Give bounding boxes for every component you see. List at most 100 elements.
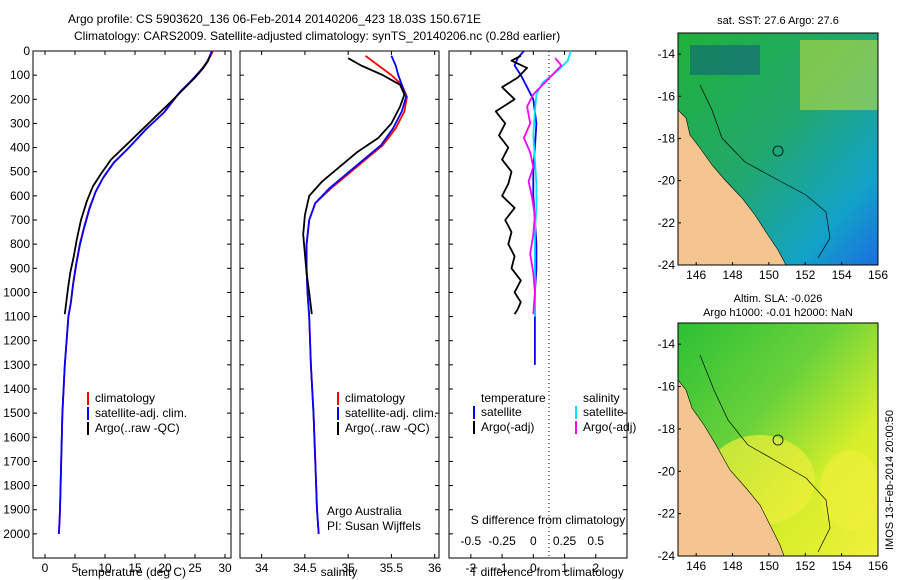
x-tick-label: 34 xyxy=(255,561,269,575)
s-difference-axis-label: S difference from climatology xyxy=(471,513,626,527)
lon-tick-label: 154 xyxy=(832,268,852,282)
salinity-series xyxy=(302,55,408,534)
temperature-series xyxy=(57,51,214,534)
depth-tick-label: 1100 xyxy=(4,310,30,324)
temperature-panel: 0100200300400500600700800900100011001200… xyxy=(3,44,232,579)
x-tick-label: 35 xyxy=(341,561,355,575)
t-difference-axis-label: T difference from climatology xyxy=(470,565,624,579)
lon-tick-label: 146 xyxy=(686,559,706,573)
legend-header-temperature: temperature xyxy=(481,391,546,405)
header-line-2: Climatology: CARS2009. Satellite-adjuste… xyxy=(74,29,560,43)
depth-tick-label: 700 xyxy=(10,213,30,227)
x-tick-label: 15 xyxy=(128,561,142,575)
series-line-satellite-adj-clim- xyxy=(305,55,408,534)
temperature-plot-frame xyxy=(32,50,232,559)
legend-label-s-satellite: satellite xyxy=(583,405,624,419)
sst-shelf-contour xyxy=(699,84,831,259)
series-line-s-satellite xyxy=(532,51,572,317)
depth-tick-label: 500 xyxy=(10,165,30,179)
x-tick-label: 30 xyxy=(218,561,232,575)
sla-map-subtitle: Argo h1000: -0.01 h2000: NaN xyxy=(703,307,853,319)
sst-coastline-land xyxy=(678,109,787,265)
x-tick-label: 34.5 xyxy=(293,561,317,575)
argo-location-marker xyxy=(772,434,784,446)
series-line-climatology xyxy=(305,55,408,534)
series-line-satellite-adj-clim- xyxy=(57,51,213,534)
difference-depth-ticks xyxy=(449,50,627,535)
lon-tick-label: 152 xyxy=(795,268,815,282)
depth-tick-label: 1600 xyxy=(3,430,30,444)
t-difference-axis-ticks: -2 -1 0 1 2 xyxy=(466,51,599,575)
series-line-s-argo-adj- xyxy=(523,57,563,315)
depth-tick-label: 1000 xyxy=(3,285,30,299)
depth-tick-label: 1500 xyxy=(3,406,30,420)
temperature-axis-label: temperature (deg C) xyxy=(78,565,186,579)
x-tick-label: 0 xyxy=(42,561,49,575)
sst-map-panel: sat. SST: 27.6 Argo: 27.6 -14 -16 -18 -20 -2… xyxy=(658,15,889,282)
lon-tick-label: 150 xyxy=(759,268,779,282)
depth-tick-label: 1200 xyxy=(3,334,30,348)
difference-plot-frame xyxy=(448,50,628,559)
series-line-argo-raw-qc- xyxy=(63,55,211,315)
pi-note: PI: Susan Wijffels xyxy=(327,519,421,533)
sla-map-panel: Altim. SLA: -0.026 Argo h1000: -0.01 h20… xyxy=(658,293,889,573)
salinity-panel: 34 34.5 35 35.5 36 salinity climatology sate… xyxy=(239,50,442,579)
depth-tick-label: 1900 xyxy=(3,503,30,517)
lat-tick-label: -16 xyxy=(658,380,676,394)
lat-tick-label: -24 xyxy=(658,549,676,563)
sst-lat-ticks: -14 -16 -18 -20 -22 -24 xyxy=(658,47,681,272)
x-tick-label: 5 xyxy=(72,561,79,575)
lon-tick-label: 148 xyxy=(723,559,743,573)
sla-lon-ticks: 146 148 150 152 154 156 xyxy=(686,553,888,573)
x-tick-label: 36 xyxy=(428,561,442,575)
salinity-plot-frame xyxy=(239,50,440,559)
sla-map-title: Altim. SLA: -0.026 xyxy=(734,293,823,305)
s-difference-tick-label: 0.5 xyxy=(587,534,604,548)
x-tick-label: 10 xyxy=(98,561,112,575)
depth-tick-label: 400 xyxy=(10,141,30,155)
legend-label-satellite: satellite-adj. clim. xyxy=(95,406,187,420)
legend-label-s-argo: Argo(-adj) xyxy=(583,420,636,434)
lat-tick-label: -18 xyxy=(658,422,676,436)
legend-label-satellite: satellite-adj. clim. xyxy=(345,406,437,420)
s-difference-tick-labels: -0.5 -0.25 0 0.25 0.5 xyxy=(461,534,605,548)
depth-tick-label: 1800 xyxy=(3,479,30,493)
lon-tick-label: 156 xyxy=(868,268,888,282)
temperature-axis-ticks: 0 5 10 15 20 25 30 xyxy=(42,51,232,575)
x-tick-label: -1 xyxy=(497,561,508,575)
argo-location-marker xyxy=(772,145,784,157)
sst-map-title: sat. SST: 27.6 Argo: 27.6 xyxy=(717,15,839,27)
depth-tick-label: 100 xyxy=(10,68,30,82)
temperature-legend: climatology satellite-adj. clim. Argo(..… xyxy=(87,391,187,435)
series-line-t-argo-adj- xyxy=(494,55,528,315)
x-tick-label: 25 xyxy=(188,561,202,575)
lat-tick-label: -22 xyxy=(658,507,676,521)
lon-tick-label: 154 xyxy=(832,559,852,573)
sst-lon-ticks: 146 148 150 152 154 156 xyxy=(686,262,888,282)
sla-coastline-land xyxy=(678,379,785,556)
x-tick-label: 35.5 xyxy=(380,561,404,575)
lat-tick-label: -14 xyxy=(658,47,676,61)
depth-tick-label: 1700 xyxy=(3,454,30,468)
lat-tick-label: -24 xyxy=(658,258,676,272)
sla-shelf-contour xyxy=(699,354,831,553)
imos-timestamp: IMOS 13-Feb-2014 20:00:50 xyxy=(884,410,896,550)
lon-tick-label: 148 xyxy=(723,268,743,282)
s-difference-tick-label: -0.25 xyxy=(488,534,516,548)
legend-label-argo: Argo(..raw -QC) xyxy=(95,421,180,435)
legend-label-t-argo: Argo(-adj) xyxy=(481,420,534,434)
sla-lat-ticks: -14 -16 -18 -20 -22 -24 xyxy=(658,337,681,563)
depth-tick-label: 0 xyxy=(23,44,30,58)
depth-axis-ticks: 0 100 200 300 400 500 600 700 800 900 1000 1100 1200… xyxy=(3,44,231,541)
series-line-argo-raw-qc- xyxy=(302,57,406,315)
x-tick-label: 0 xyxy=(530,561,537,575)
lat-tick-label: -18 xyxy=(658,131,676,145)
legend-label-t-satellite: satellite xyxy=(481,405,522,419)
x-tick-label: 2 xyxy=(592,561,599,575)
lon-tick-label: 146 xyxy=(686,268,706,282)
legend-header-salinity: salinity xyxy=(583,391,620,405)
legend-label-climatology: climatology xyxy=(95,391,155,405)
lat-tick-label: -22 xyxy=(658,216,676,230)
s-difference-tick-label: -0.5 xyxy=(461,534,482,548)
